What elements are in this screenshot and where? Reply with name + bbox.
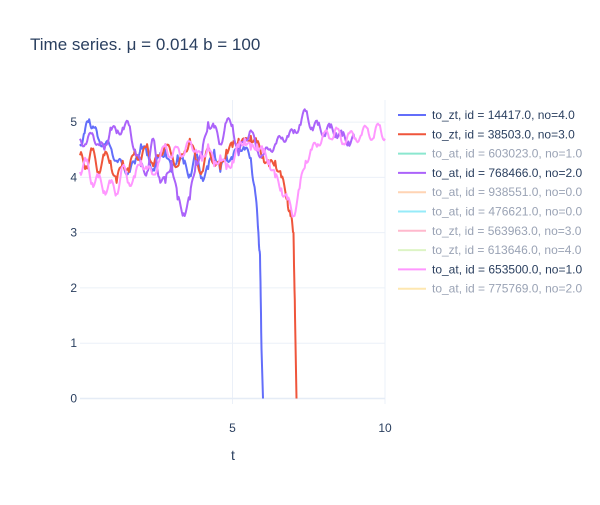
legend-item[interactable]: to_zt, id = 38503.0, no=3.0 [398,127,575,141]
y-tick-label: 3 [70,226,77,240]
series-line [79,122,386,218]
legend-label: to_zt, id = 14417.0, no=4.0 [432,108,575,122]
legend-item[interactable]: to_at, id = 768466.0, no=2.0 [398,166,582,180]
legend-label: to_at, id = 938551.0, no=0.0 [432,185,582,199]
y-tick-label: 0 [70,391,77,405]
series-line [79,108,356,217]
x-tick-label: 10 [378,421,392,435]
legend-item[interactable]: to_at, id = 476621.0, no=0.0 [398,205,582,219]
legend-label: to_at, id = 768466.0, no=2.0 [432,166,582,180]
legend-label: to_at, id = 653500.0, no=1.0 [432,262,582,276]
y-tick-label: 1 [70,336,77,350]
y-tick-label: 2 [70,281,77,295]
x-tick-label: 5 [229,421,236,435]
tick-labels: 0 1 2 3 4 5 5 10 [70,115,392,435]
legend-item[interactable]: to_zt, id = 613646.0, no=4.0 [398,243,582,257]
legend-item[interactable]: to_zt, id = 14417.0, no=4.0 [398,108,575,122]
legend-label: to_zt, id = 613646.0, no=4.0 [432,243,582,257]
legend-item[interactable]: to_at, id = 603023.0, no=1.0 [398,147,582,161]
legend-item[interactable]: to_at, id = 775769.0, no=2.0 [398,282,582,296]
legend-label: to_at, id = 476621.0, no=0.0 [432,205,582,219]
y-tick-label: 4 [70,170,77,184]
legend-label: to_at, id = 775769.0, no=2.0 [432,282,582,296]
series-lines [79,108,386,399]
y-tick-label: 5 [70,115,77,129]
legend-label: to_zt, id = 38503.0, no=3.0 [432,127,575,141]
gridlines [80,100,386,404]
legend-label: to_zt, id = 563963.0, no=3.0 [432,224,582,238]
legend-label: to_at, id = 603023.0, no=1.0 [432,147,582,161]
legend-item[interactable]: to_zt, id = 563963.0, no=3.0 [398,224,582,238]
legend-item[interactable]: to_at, id = 938551.0, no=0.0 [398,185,582,199]
chart-title: Time series. μ = 0.014 b = 100 [30,35,260,54]
legend[interactable]: to_zt, id = 14417.0, no=4.0 to_zt, id = 3… [398,108,582,296]
legend-item[interactable]: to_at, id = 653500.0, no=1.0 [398,262,582,276]
x-axis-title: t [231,447,235,463]
